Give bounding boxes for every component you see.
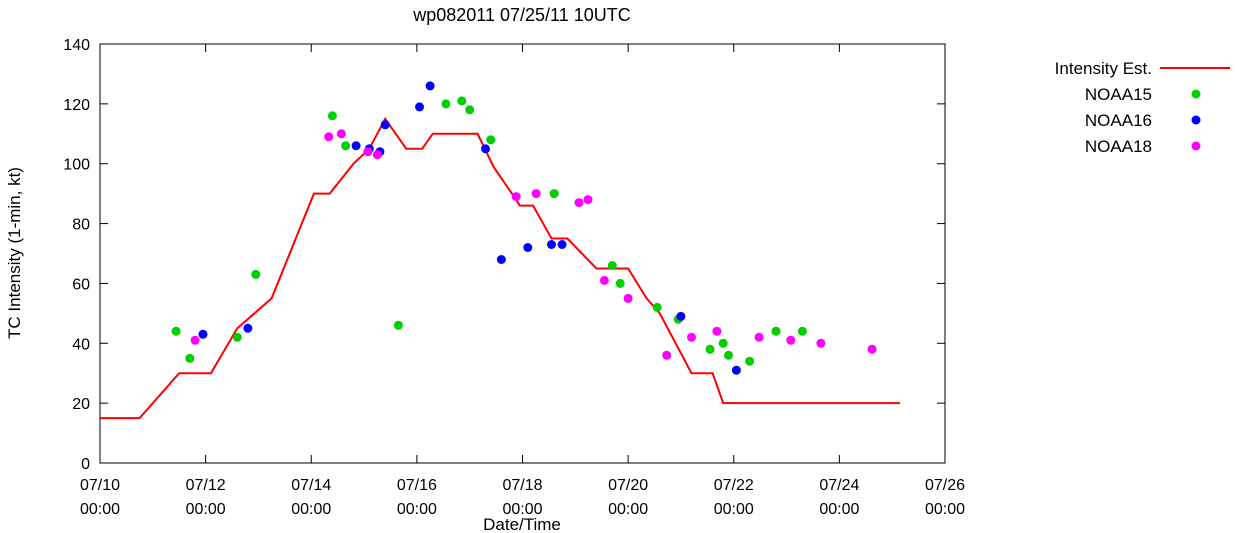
y-tick-label: 100 [63,157,90,174]
y-tick-label: 140 [63,37,90,54]
data-point-noaa16 [198,329,208,339]
x-tick-label-time: 00:00 [819,501,859,518]
data-point-noaa18 [336,129,346,139]
data-point-noaa15 [607,261,617,270]
data-point-noaa15 [251,269,261,279]
x-tick-label-date: 07/14 [291,477,331,494]
data-point-noaa15 [465,105,475,115]
data-point-noaa16 [351,141,361,151]
data-point-noaa18 [623,293,633,303]
series-line-intensity-est [100,116,901,420]
data-point-noaa18 [599,275,609,285]
data-point-noaa16 [676,311,686,321]
data-point-noaa18 [662,350,672,360]
y-tick-label: 0 [81,456,90,473]
data-point-noaa16 [380,120,390,130]
data-point-noaa18 [574,198,584,208]
y-axis-label: TC Intensity (1-min, kt) [5,167,24,339]
legend-label-intensity-est: Intensity Est. [1055,59,1152,78]
data-point-noaa16 [415,102,424,112]
data-point-noaa16 [243,323,253,333]
data-point-noaa15 [393,320,403,330]
chart-title: wp082011 07/25/11 10UTC [412,5,631,25]
data-point-noaa16 [481,144,490,154]
data-point-noaa18 [363,147,373,157]
data-point-noaa16 [425,81,435,91]
x-tick-label-time: 00:00 [397,501,437,518]
data-point-noaa15 [705,344,715,354]
data-point-noaa16 [731,365,741,375]
x-tick-label-date: 07/10 [80,477,120,494]
x-tick-label-date: 07/24 [819,477,859,494]
data-point-noaa15 [327,111,337,121]
data-point-noaa15 [771,326,781,336]
x-tick-label-date: 07/26 [925,477,965,494]
x-tick-label-date: 07/12 [186,477,226,494]
x-tick-label-date: 07/20 [608,477,648,494]
data-point-noaa18 [511,192,521,202]
data-point-noaa16 [557,240,567,249]
plot-border [99,43,946,464]
x-tick-label-time: 00:00 [925,501,965,518]
data-point-noaa15 [441,99,451,109]
data-point-noaa18 [583,195,593,205]
legend: Intensity Est. NOAA15 NOAA16 NOAA18 [1055,59,1230,156]
x-tick-label-time: 00:00 [186,501,226,518]
data-point-noaa16 [547,240,556,249]
x-axis-label: Date/Time [483,515,561,533]
legend-label-noaa15: NOAA15 [1085,85,1152,104]
data-point-noaa15 [615,278,625,288]
data-point-noaa15 [745,356,755,366]
legend-marker-noaa15 [1191,89,1201,99]
data-point-noaa18 [531,189,541,199]
data-point-noaa15 [486,135,496,145]
data-point-noaa18 [712,326,722,336]
data-point-noaa15 [549,189,559,199]
data-point-noaa18 [324,132,334,142]
x-tick-label-date: 07/16 [397,477,437,494]
data-point-noaa18 [786,335,796,345]
data-point-noaa18 [754,332,764,342]
data-point-noaa15 [652,302,662,312]
data-point-noaa15 [724,350,733,360]
data-point-noaa15 [718,338,728,348]
data-point-noaa18 [687,332,696,342]
y-tick-label: 20 [72,396,90,413]
data-point-noaa18 [372,150,382,160]
data-point-noaa16 [496,255,506,264]
data-point-noaa15 [185,353,195,363]
data-point-noaa15 [797,326,807,336]
legend-label-noaa16: NOAA16 [1085,111,1152,130]
y-tick-label: 80 [72,217,90,234]
data-point-noaa15 [232,332,242,342]
y-tick-label: 60 [72,276,90,293]
y-tick-label: 40 [72,336,90,353]
legend-marker-noaa18 [1191,141,1201,151]
data-point-noaa16 [523,243,533,252]
x-tick-label-time: 00:00 [80,501,120,518]
data-point-noaa18 [816,338,826,348]
data-point-noaa15 [457,96,467,106]
plot-area: 0 20 40 60 80 100 120 140 07/10 00:00 07/12 00:00 07… [63,37,965,518]
data-point-noaa15 [341,141,351,151]
x-tick-label-date: 07/18 [502,477,542,494]
x-tick-label-time: 00:00 [291,501,331,518]
data-point-noaa15 [171,326,181,336]
x-tick-label-time: 00:00 [502,501,542,518]
legend-label-noaa18: NOAA18 [1085,137,1152,156]
x-tick-label-time: 00:00 [608,501,648,518]
data-point-noaa18 [190,335,200,345]
data-point-noaa18 [867,344,877,354]
legend-marker-noaa16 [1191,115,1201,125]
x-tick-label-date: 07/22 [714,477,754,494]
x-tick-label-time: 00:00 [714,501,754,518]
y-tick-label: 120 [63,97,90,114]
